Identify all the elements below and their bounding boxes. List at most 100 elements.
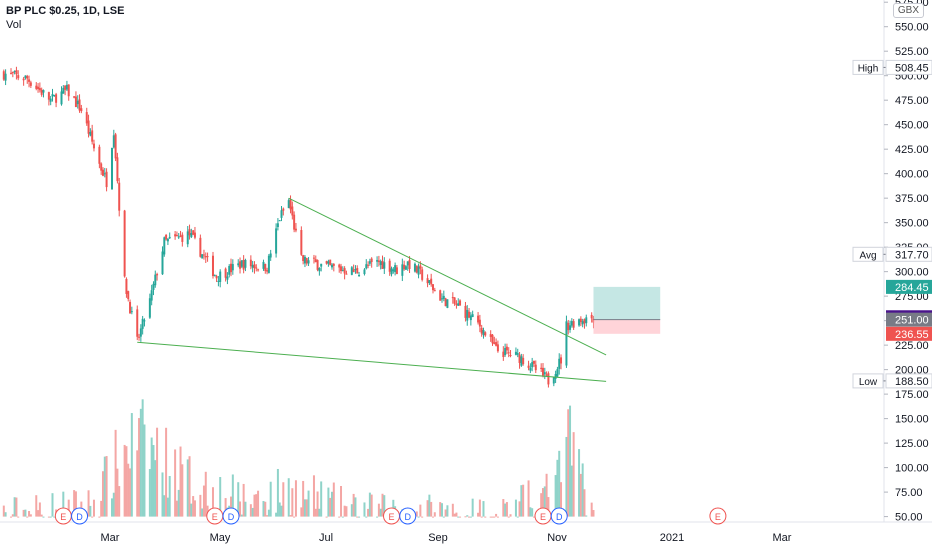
candle [101, 167, 104, 177]
volume-bar [332, 482, 335, 517]
level-label-box[interactable] [886, 279, 932, 294]
earnings-event-marker[interactable]: E [383, 507, 401, 525]
candle [570, 318, 573, 328]
candle [558, 353, 561, 375]
candle [211, 251, 214, 279]
volume-bar [35, 495, 38, 517]
candle [116, 152, 119, 184]
candle [123, 209, 126, 278]
candle [213, 274, 216, 277]
volume-bar [219, 477, 222, 517]
volume-bar [202, 485, 205, 517]
candle [478, 314, 481, 333]
svg-text:E: E [389, 512, 395, 522]
candle [388, 258, 391, 276]
candle [417, 263, 420, 279]
candle [231, 259, 234, 275]
candle [242, 255, 245, 274]
candle [431, 284, 434, 294]
volume-bar [255, 494, 258, 517]
volume-bar [193, 500, 196, 517]
volume-bar [186, 459, 189, 517]
candle [65, 80, 68, 92]
lower-trendline[interactable] [137, 341, 607, 382]
volume-bar [73, 490, 76, 517]
candle [489, 330, 492, 342]
volume-bar [572, 432, 575, 517]
candle [532, 360, 535, 367]
candle [199, 234, 202, 258]
candle [480, 324, 483, 337]
candle [305, 257, 308, 266]
candle [253, 261, 256, 274]
volume-bar [428, 494, 431, 517]
candle [415, 265, 418, 274]
price-label-name-box [852, 246, 884, 262]
volume-bar [114, 429, 117, 517]
volume-bar [478, 499, 481, 517]
candle [507, 347, 510, 358]
candle [441, 293, 444, 303]
volume-bar [368, 492, 371, 517]
candle [509, 349, 512, 358]
candle [55, 92, 58, 108]
volume-bar [138, 418, 141, 517]
candle [300, 226, 303, 256]
volume-bar [29, 514, 32, 517]
time-tick-label: 2021 [660, 532, 684, 544]
candle [316, 259, 319, 272]
volume-bar [42, 516, 45, 518]
candle [138, 333, 141, 341]
earnings-event-marker[interactable]: E [534, 507, 552, 525]
volume-bar [489, 516, 492, 518]
candle [49, 95, 52, 106]
volume-bar [111, 498, 114, 517]
level-label-box[interactable] [886, 326, 932, 341]
candle [565, 315, 568, 368]
volume-bar [482, 501, 485, 517]
volume-bar [62, 491, 65, 517]
time-tick-label: Mar [773, 532, 792, 544]
candle [226, 272, 229, 285]
price-tick-label: 175.00 [895, 389, 929, 401]
volume-bar [148, 469, 151, 517]
currency-badge[interactable]: GBX [892, 3, 924, 18]
earnings-event-marker[interactable]: E [54, 507, 72, 525]
candle [78, 94, 81, 113]
candle [130, 306, 133, 315]
volume-bar [527, 480, 530, 517]
volume-bar [204, 471, 207, 517]
dividend-event-marker[interactable]: D [222, 507, 240, 525]
candle [35, 82, 38, 91]
volume-bar [567, 409, 570, 517]
volume-bar [417, 516, 420, 518]
volume-bar [363, 502, 366, 517]
candle [202, 249, 205, 260]
dividend-event-marker[interactable]: D [71, 507, 89, 525]
volume-bar [320, 481, 323, 517]
volume-bar [74, 491, 77, 517]
volume-bar [161, 472, 164, 517]
position-target-zone[interactable] [593, 286, 661, 320]
candle [275, 223, 278, 258]
price-tick-label: 350.00 [895, 218, 929, 230]
dividend-event-marker[interactable]: D [550, 507, 568, 525]
upper-trendline[interactable] [288, 197, 607, 356]
svg-text:D: D [76, 512, 83, 522]
earnings-event-marker[interactable]: E [206, 507, 224, 525]
price-tick-label: 75.00 [895, 487, 923, 499]
candle [370, 257, 373, 268]
volume-bar [358, 516, 361, 518]
level-label-box[interactable] [886, 312, 932, 327]
earnings-event-marker[interactable]: E [709, 507, 727, 525]
symbol-title[interactable]: BP PLC $0.25, 1D, LSE [6, 5, 125, 17]
volume-bar [466, 515, 469, 517]
candle [179, 230, 182, 238]
dividend-event-marker[interactable]: D [399, 507, 417, 525]
volume-bar [28, 511, 31, 517]
volume-bar [40, 514, 43, 517]
candle [294, 222, 297, 233]
position-stop-zone[interactable] [593, 319, 661, 334]
